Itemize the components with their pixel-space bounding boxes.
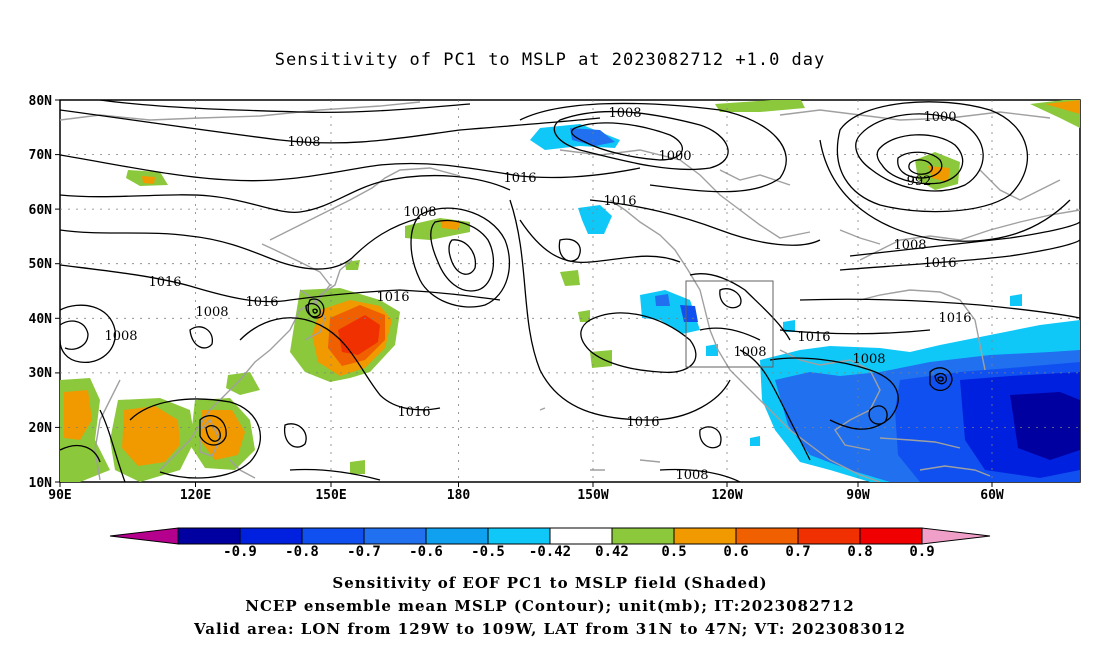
contour-label: 1008 xyxy=(104,329,137,344)
colorbar-swatch xyxy=(487,527,551,545)
contour-label: 1008 xyxy=(675,468,708,483)
colorbar-min-arrow xyxy=(109,527,179,545)
colorbar-swatch xyxy=(363,527,427,545)
gridlines xyxy=(60,100,1080,482)
colorbar-labels: -0.9 -0.8 -0.7 -0.6 -0.5 -0.42 0.42 0.5 0.6 0.7 0.… xyxy=(223,544,935,560)
lat-label: 60N xyxy=(29,203,53,218)
colorbar-swatch xyxy=(239,527,303,545)
lat-label: 20N xyxy=(29,421,53,436)
lon-label: 90W xyxy=(846,488,870,503)
colorbar-tick-label: 0.5 xyxy=(661,544,686,560)
mslp-contours xyxy=(60,100,1080,482)
colorbar-tick-label: -0.7 xyxy=(347,544,381,560)
contour-label: 1016 xyxy=(626,415,659,430)
contour-label: 1008 xyxy=(608,106,641,121)
lon-label: 120W xyxy=(711,488,742,503)
colorbar-tick-label: -0.5 xyxy=(471,544,505,560)
colorbar-tick-label: 0.42 xyxy=(595,544,629,560)
colorbar-tick-label: 0.8 xyxy=(847,544,872,560)
contour-label: 1016 xyxy=(938,311,971,326)
colorbar xyxy=(109,527,991,545)
colorbar-swatch xyxy=(611,527,675,545)
contour-label: 1016 xyxy=(503,171,536,186)
colorbar-tick-label: -0.6 xyxy=(409,544,443,560)
lon-label: 150E xyxy=(315,488,346,503)
contour-label: 1016 xyxy=(376,290,409,305)
latitude-labels: 80N 70N 60N 50N 40N 30N 20N 10N xyxy=(29,94,53,491)
contour-label: 1000 xyxy=(658,149,691,164)
contour-labels: 1008 1008 1000 1000 992 1016 1016 1008 1… xyxy=(104,106,971,483)
colorbar-swatch xyxy=(301,527,365,545)
colorbar-swatch xyxy=(177,527,241,545)
colorbar-swatch xyxy=(549,527,613,545)
lat-label: 70N xyxy=(29,148,53,163)
footer-line-1: Sensitivity of EOF PC1 to MSLP field (Sh… xyxy=(332,574,768,592)
lon-label: 60W xyxy=(980,488,1004,503)
contour-label: 1000 xyxy=(923,110,956,125)
contour-label: 1016 xyxy=(245,295,278,310)
colorbar-tick-label: 0.7 xyxy=(785,544,810,560)
lat-label: 30N xyxy=(29,366,53,381)
lat-label: 40N xyxy=(29,312,53,327)
contour-label: 1008 xyxy=(195,305,228,320)
footer-line-3: Valid area: LON from 129W to 109W, LAT f… xyxy=(194,620,906,638)
lat-label: 10N xyxy=(29,476,53,491)
lon-label: 180 xyxy=(447,488,471,503)
colorbar-swatch xyxy=(425,527,489,545)
map-title: Sensitivity of PC1 to MSLP at 2023082712… xyxy=(274,50,826,70)
colorbar-swatch xyxy=(859,527,923,545)
colorbar-swatch xyxy=(797,527,861,545)
contour-label: 1016 xyxy=(603,194,636,209)
contour-label: 1008 xyxy=(733,345,766,360)
colorbar-tick-label: 0.6 xyxy=(723,544,748,560)
lon-label: 90E xyxy=(48,488,71,503)
lon-label: 150W xyxy=(577,488,608,503)
lon-label: 120E xyxy=(180,488,211,503)
contour-label: 1016 xyxy=(397,405,430,420)
contour-label: 1008 xyxy=(893,238,926,253)
contour-label: 1016 xyxy=(797,330,830,345)
contour-label: 1008 xyxy=(403,205,436,220)
colorbar-tick-label: -0.8 xyxy=(285,544,319,560)
axis-ticks xyxy=(55,99,993,487)
contour-label: 1016 xyxy=(148,275,181,290)
colorbar-max-arrow xyxy=(921,527,991,545)
contour-label: 992 xyxy=(907,174,932,189)
colorbar-tick-label: -0.42 xyxy=(529,544,571,560)
lat-label: 50N xyxy=(29,257,53,272)
colorbar-swatch xyxy=(673,527,737,545)
sensitivity-shading xyxy=(60,100,1080,482)
colorbar-tick-label: 0.9 xyxy=(909,544,934,560)
contour-label: 1016 xyxy=(923,256,956,271)
footer-line-2: NCEP ensemble mean MSLP (Contour); unit(… xyxy=(245,597,855,615)
colorbar-swatch xyxy=(735,527,799,545)
valid-area-box xyxy=(685,280,774,368)
contour-label: 1008 xyxy=(852,352,885,367)
colorbar-tick-label: -0.9 xyxy=(223,544,257,560)
contour-label: 1008 xyxy=(287,135,320,150)
lat-label: 80N xyxy=(29,94,53,109)
longitude-labels: 90E 120E 150E 180 150W 120W 90W 60W xyxy=(48,488,1004,503)
